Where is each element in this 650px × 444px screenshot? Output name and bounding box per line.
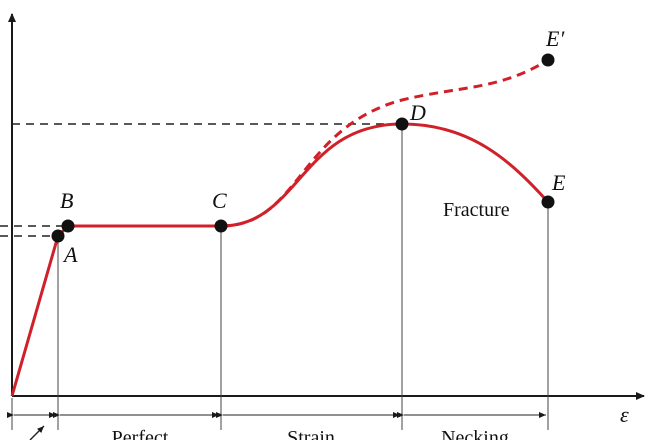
point-label-d: D — [409, 100, 426, 125]
point-a — [51, 229, 65, 243]
point-label-a: A — [62, 242, 78, 267]
fracture-label: Fracture — [443, 199, 510, 221]
point-label-b: B — [60, 188, 73, 213]
point-label-e-prime: E′ — [545, 26, 565, 51]
point-d — [395, 117, 409, 131]
elastic-pointer-arrow — [29, 425, 45, 441]
point-e-prime — [541, 53, 555, 67]
point-label-e: E — [551, 170, 566, 195]
point-b — [61, 219, 75, 233]
region-label-perfect: Perfect — [112, 427, 169, 440]
point-label-c: C — [212, 188, 227, 213]
region-label-necking: Necking — [441, 427, 509, 440]
point-e — [541, 195, 555, 209]
region-label-strain: Strain — [287, 427, 335, 440]
engineering-stress-curve — [10, 122, 550, 397]
x-axis-label: ε — [620, 402, 629, 427]
point-c — [214, 219, 228, 233]
